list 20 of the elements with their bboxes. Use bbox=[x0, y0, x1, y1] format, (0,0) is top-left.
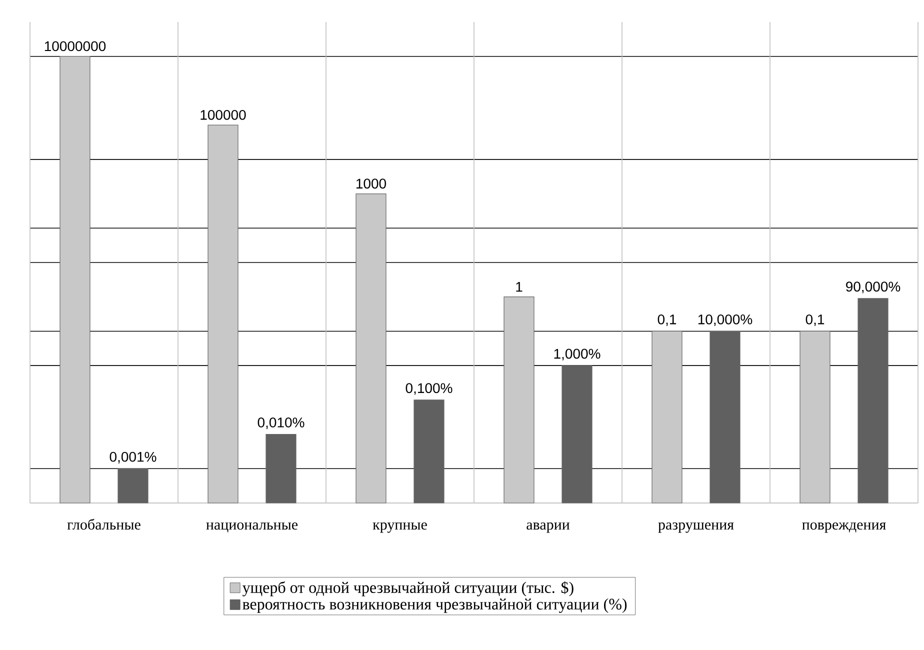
data-label: 10000000 bbox=[44, 41, 106, 52]
data-label: 0,001% bbox=[110, 452, 156, 464]
x-tick-label: повреждения bbox=[802, 522, 886, 533]
legend-label: вероятность возникновения чрезвычайной ситуации (%) bbox=[242, 598, 627, 613]
data-label: 0,010% bbox=[258, 418, 304, 430]
data-label: 90,000% bbox=[846, 282, 900, 294]
legend-label: ущерб от одной чрезвычайной ситуации (тыс. $) bbox=[242, 581, 574, 596]
x-tick-label: глобальные bbox=[67, 518, 140, 530]
data-label: 0,1 bbox=[658, 314, 676, 326]
data-label: 0,1 bbox=[806, 314, 824, 326]
x-tick-label: аварии bbox=[526, 522, 570, 533]
data-label: 100000 bbox=[200, 110, 246, 120]
x-tick-label: национальные bbox=[206, 522, 298, 532]
data-label: 1 bbox=[516, 282, 522, 292]
x-tick-label: разрушения bbox=[658, 522, 734, 533]
data-label: 10,000% bbox=[698, 314, 752, 326]
data-label: 1000 bbox=[356, 178, 386, 189]
data-label: 1,000% bbox=[554, 348, 600, 360]
x-tick-label: крупные bbox=[372, 522, 427, 533]
data-label: 0,100% bbox=[406, 383, 452, 395]
